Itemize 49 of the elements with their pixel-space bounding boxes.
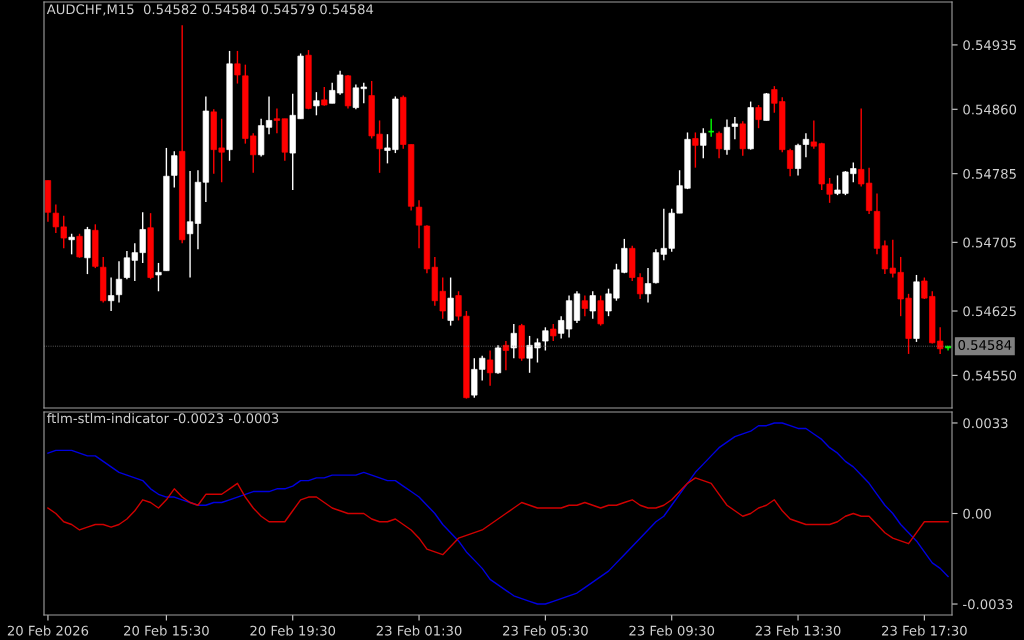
candlestick (155, 262, 162, 292)
y-tick-label: 0.54550 (963, 370, 1017, 381)
candlestick (84, 226, 91, 275)
y-tick-label: -0.0033 (963, 599, 1013, 610)
x-tick-label: 23 Feb 17:30 (882, 625, 967, 636)
candlestick (913, 274, 920, 343)
candlestick (92, 223, 99, 269)
y-tick-label: 0.00 (963, 508, 991, 519)
candlestick (763, 92, 770, 122)
candlestick (510, 323, 517, 359)
line-series (47, 422, 949, 605)
candlestick (589, 290, 596, 320)
candlestick (597, 294, 604, 327)
candlestick (755, 104, 762, 129)
x-tick-label: 23 Feb 01:30 (376, 625, 462, 636)
x-tick-label: 20 Feb 19:30 (250, 625, 336, 636)
y-tick-label: 0.0033 (963, 418, 1008, 429)
y-tick-label: 0.54785 (963, 168, 1016, 179)
candlestick (147, 212, 154, 280)
line-series (47, 477, 949, 556)
candlestick (542, 326, 549, 352)
y-tick-label: 0.54625 (963, 306, 1016, 317)
candlestick (68, 233, 75, 256)
x-tick-label: 20 Feb 2026 (7, 625, 89, 636)
x-tick-label: 20 Feb 15:30 (124, 625, 209, 636)
y-tick-label: 0.54705 (963, 237, 1016, 248)
x-tick-label: 23 Feb 13:30 (755, 625, 841, 636)
y-tick-label: 0.54935 (963, 40, 1016, 51)
candlestick (100, 256, 107, 304)
candlestick (163, 147, 170, 272)
chart-title: ftlm-stlm-indicator -0.0023 -0.0003 (47, 413, 279, 424)
chart-title: AUDCHF,M15 0.54582 0.54584 0.54579 0.54584 (46, 4, 374, 16)
candlestick (518, 323, 525, 362)
candlestick (739, 120, 746, 157)
candlestick (692, 131, 699, 169)
candlestick (447, 276, 454, 327)
candlestick (305, 49, 312, 110)
candlestick (76, 233, 83, 259)
candlestick (747, 100, 754, 151)
candlestick (321, 86, 328, 107)
ref-line-label: 0.54584 (958, 340, 1012, 351)
x-tick-label: 23 Feb 05:30 (503, 625, 588, 636)
candlestick (731, 116, 738, 141)
candlestick (171, 150, 178, 189)
candlestick (313, 91, 320, 116)
x-tick-label: 23 Feb 09:30 (629, 625, 715, 636)
y-tick-label: 0.54860 (963, 104, 1017, 115)
candlestick (700, 127, 707, 159)
candlestick (226, 50, 233, 162)
